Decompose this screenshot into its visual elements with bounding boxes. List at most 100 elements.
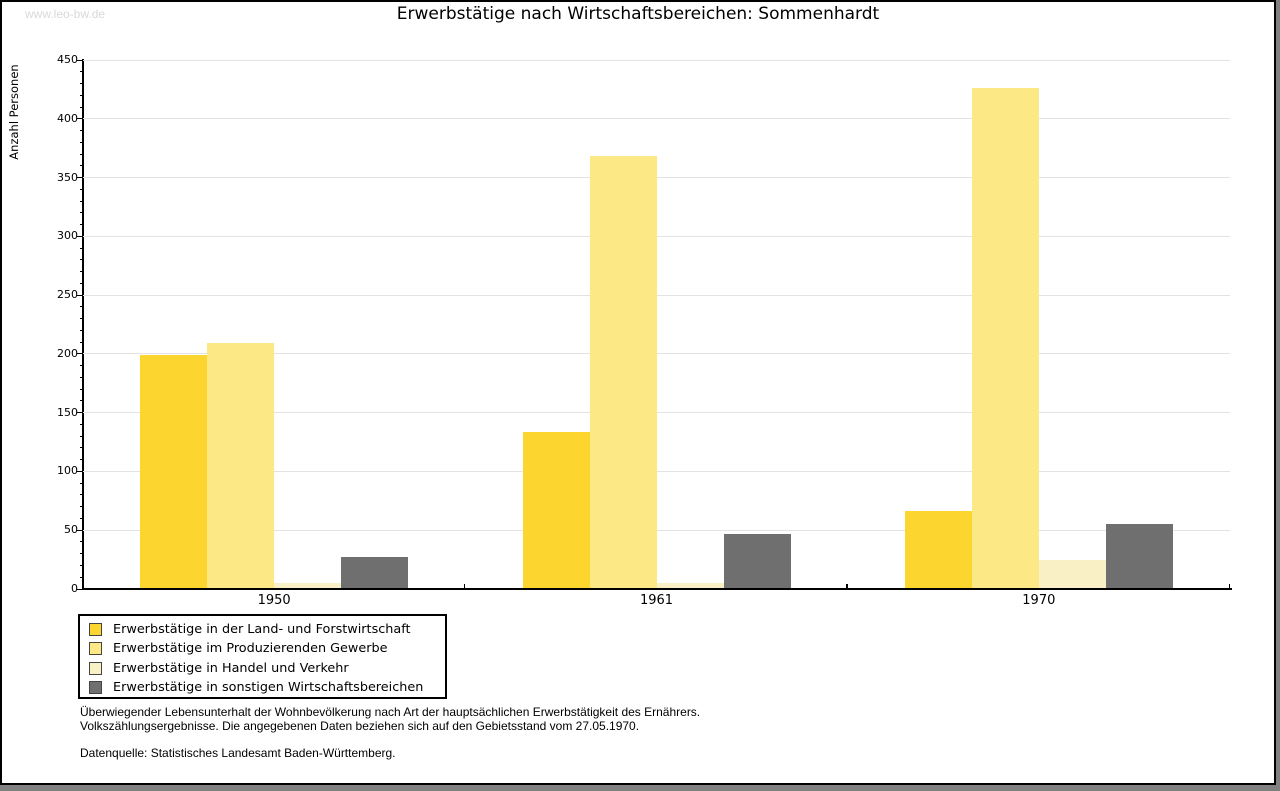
y-minor-tick	[79, 376, 83, 378]
y-tick-label: 100	[57, 464, 78, 478]
footnote-line: Volkszählungsergebnisse. Die angegebenen…	[80, 718, 640, 733]
y-minor-tick	[79, 282, 83, 284]
legend-swatch	[89, 661, 102, 675]
y-minor-tick	[79, 271, 83, 273]
y-minor-tick	[79, 188, 83, 190]
legend-item: Erwerbstätige in sonstigen Wirtschaftsbe…	[89, 678, 445, 697]
bar	[589, 155, 657, 589]
gridline	[83, 235, 1230, 237]
y-minor-tick	[79, 259, 83, 261]
y-minor-tick	[79, 94, 83, 96]
y-tick-label: 350	[57, 170, 78, 184]
legend-swatch	[89, 623, 102, 637]
y-minor-tick	[79, 400, 83, 402]
bar	[522, 432, 590, 589]
bar	[971, 87, 1039, 589]
y-minor-tick	[79, 564, 83, 566]
y-minor-tick	[79, 423, 83, 425]
legend-item: Erwerbstätige im Produzierenden Gewerbe	[89, 639, 445, 658]
legend-label: Erwerbstätige in Handel und Verkehr	[113, 660, 349, 676]
y-minor-tick	[79, 482, 83, 484]
y-minor-tick	[79, 435, 83, 437]
y-major-tick	[77, 353, 83, 355]
bar	[656, 582, 724, 589]
x-tick-label: 1950	[257, 593, 291, 608]
legend-label: Erwerbstätige in sonstigen Wirtschaftsbe…	[113, 680, 424, 696]
y-tick-label: 0	[71, 582, 78, 595]
y-minor-tick	[79, 459, 83, 461]
bar	[1105, 523, 1173, 589]
y-tick-label: 200	[57, 346, 78, 360]
y-major-tick	[77, 529, 83, 531]
bar	[341, 556, 409, 589]
y-minor-tick	[79, 83, 83, 84]
gridline	[83, 118, 1230, 120]
legend: Erwerbstätige in der Land- und Forstwirt…	[78, 614, 447, 699]
y-major-tick	[77, 412, 83, 414]
y-minor-tick	[79, 224, 83, 226]
gridline	[83, 294, 1230, 296]
legend-swatch	[89, 642, 102, 656]
y-minor-tick	[79, 247, 83, 249]
y-minor-tick	[79, 365, 83, 367]
y-minor-tick	[79, 200, 83, 202]
gridline	[83, 470, 1230, 472]
y-minor-tick	[79, 447, 83, 449]
y-major-tick	[77, 59, 83, 61]
gridline	[83, 353, 1230, 355]
y-minor-tick	[79, 153, 83, 155]
y-tick-label: 250	[57, 288, 78, 302]
x-boundary-tick	[463, 583, 466, 589]
y-minor-tick	[79, 341, 83, 343]
legend-swatch	[89, 681, 102, 695]
y-minor-tick	[79, 576, 83, 578]
y-major-tick	[77, 470, 83, 472]
y-major-tick	[77, 118, 83, 120]
legend-item: Erwerbstätige in Handel und Verkehr	[89, 659, 445, 678]
y-tick-label: 400	[57, 111, 78, 125]
x-boundary-tick	[846, 583, 848, 589]
footnote: Überwiegender Lebensunterhalt der Wohnbe…	[80, 705, 701, 733]
y-minor-tick	[79, 212, 83, 214]
legend-item: Erwerbstätige in der Land- und Forstwirt…	[89, 620, 445, 639]
bar	[723, 534, 791, 589]
x-tick-label: 1961	[639, 593, 674, 608]
y-minor-tick	[79, 553, 83, 555]
y-major-tick	[77, 235, 83, 237]
y-axis-title: Anzahl Personen	[7, 64, 21, 160]
x-axis-line	[82, 588, 1232, 590]
gridline	[83, 529, 1230, 531]
gridline	[83, 412, 1230, 414]
gridline	[83, 59, 1230, 61]
y-tick-label: 50	[64, 523, 78, 537]
y-minor-tick	[79, 318, 83, 320]
y-tick-label: 450	[57, 53, 78, 66]
y-axis-line	[82, 59, 84, 589]
footnote-line: Überwiegender Lebensunterhalt der Wohnbe…	[80, 705, 701, 719]
bar	[140, 354, 208, 589]
chart-title: Erwerbstätige nach Wirtschaftsbereichen:…	[396, 4, 880, 24]
y-minor-tick	[79, 106, 83, 108]
x-tick-label: 1970	[1022, 593, 1056, 608]
y-major-tick	[77, 177, 83, 179]
bar	[904, 510, 972, 589]
y-minor-tick	[79, 388, 83, 390]
y-minor-tick	[79, 71, 83, 73]
y-major-tick	[77, 588, 83, 590]
y-minor-tick	[79, 165, 83, 167]
y-major-tick	[77, 294, 83, 296]
data-source: Datenquelle: Statistisches Landesamt Bad…	[80, 746, 396, 760]
legend-label: Erwerbstätige in der Land- und Forstwirt…	[113, 622, 411, 638]
legend-label: Erwerbstätige im Produzierenden Gewerbe	[113, 641, 388, 657]
watermark: www.leo-bw.de	[25, 7, 106, 21]
y-minor-tick	[79, 329, 83, 331]
gridline	[83, 177, 1230, 179]
bar	[1038, 560, 1106, 589]
y-minor-tick	[79, 130, 83, 132]
y-minor-tick	[79, 506, 83, 508]
y-tick-label: 300	[57, 229, 78, 243]
y-tick-label: 150	[57, 405, 78, 419]
bar	[274, 582, 342, 589]
x-boundary-tick	[1228, 583, 1230, 589]
